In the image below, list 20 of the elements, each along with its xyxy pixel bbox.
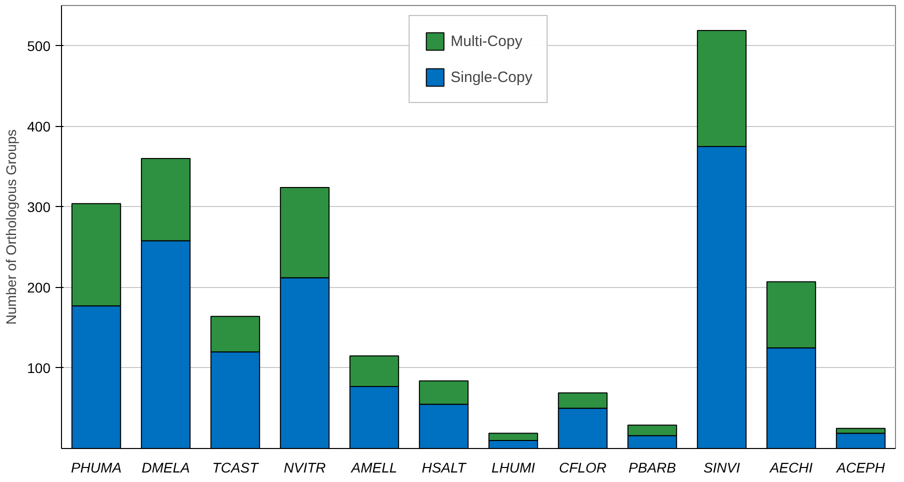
x-tick-label: NVITR: [284, 460, 326, 476]
legend-label: Single-Copy: [450, 68, 532, 86]
x-tick-label: DMELA: [142, 460, 190, 476]
x-tick-label: ACEPH: [836, 460, 886, 476]
x-tick-label: HSALT: [422, 460, 468, 476]
y-tick-label: 200: [27, 279, 51, 296]
y-tick-label: 500: [27, 38, 51, 54]
y-axis-title: Number of Orthologous Groups: [3, 129, 20, 325]
x-tick-label: SINVI: [703, 460, 740, 476]
x-tick-label: AMELL: [350, 460, 398, 476]
y-tick-label: 100: [27, 360, 51, 376]
x-tick-label: CFLOR: [559, 460, 606, 476]
x-tick-label: PBARB: [628, 460, 676, 476]
y-tick-label: 400: [27, 118, 51, 134]
x-tick-label: LHUMI: [491, 460, 536, 476]
y-tick-label: 300: [27, 198, 51, 215]
x-tick-label: PHUMA: [70, 460, 122, 476]
x-tick-label: TCAST: [212, 460, 260, 476]
legend-label: Multi-Copy: [450, 32, 522, 50]
x-tick-label: AECHI: [768, 460, 813, 476]
